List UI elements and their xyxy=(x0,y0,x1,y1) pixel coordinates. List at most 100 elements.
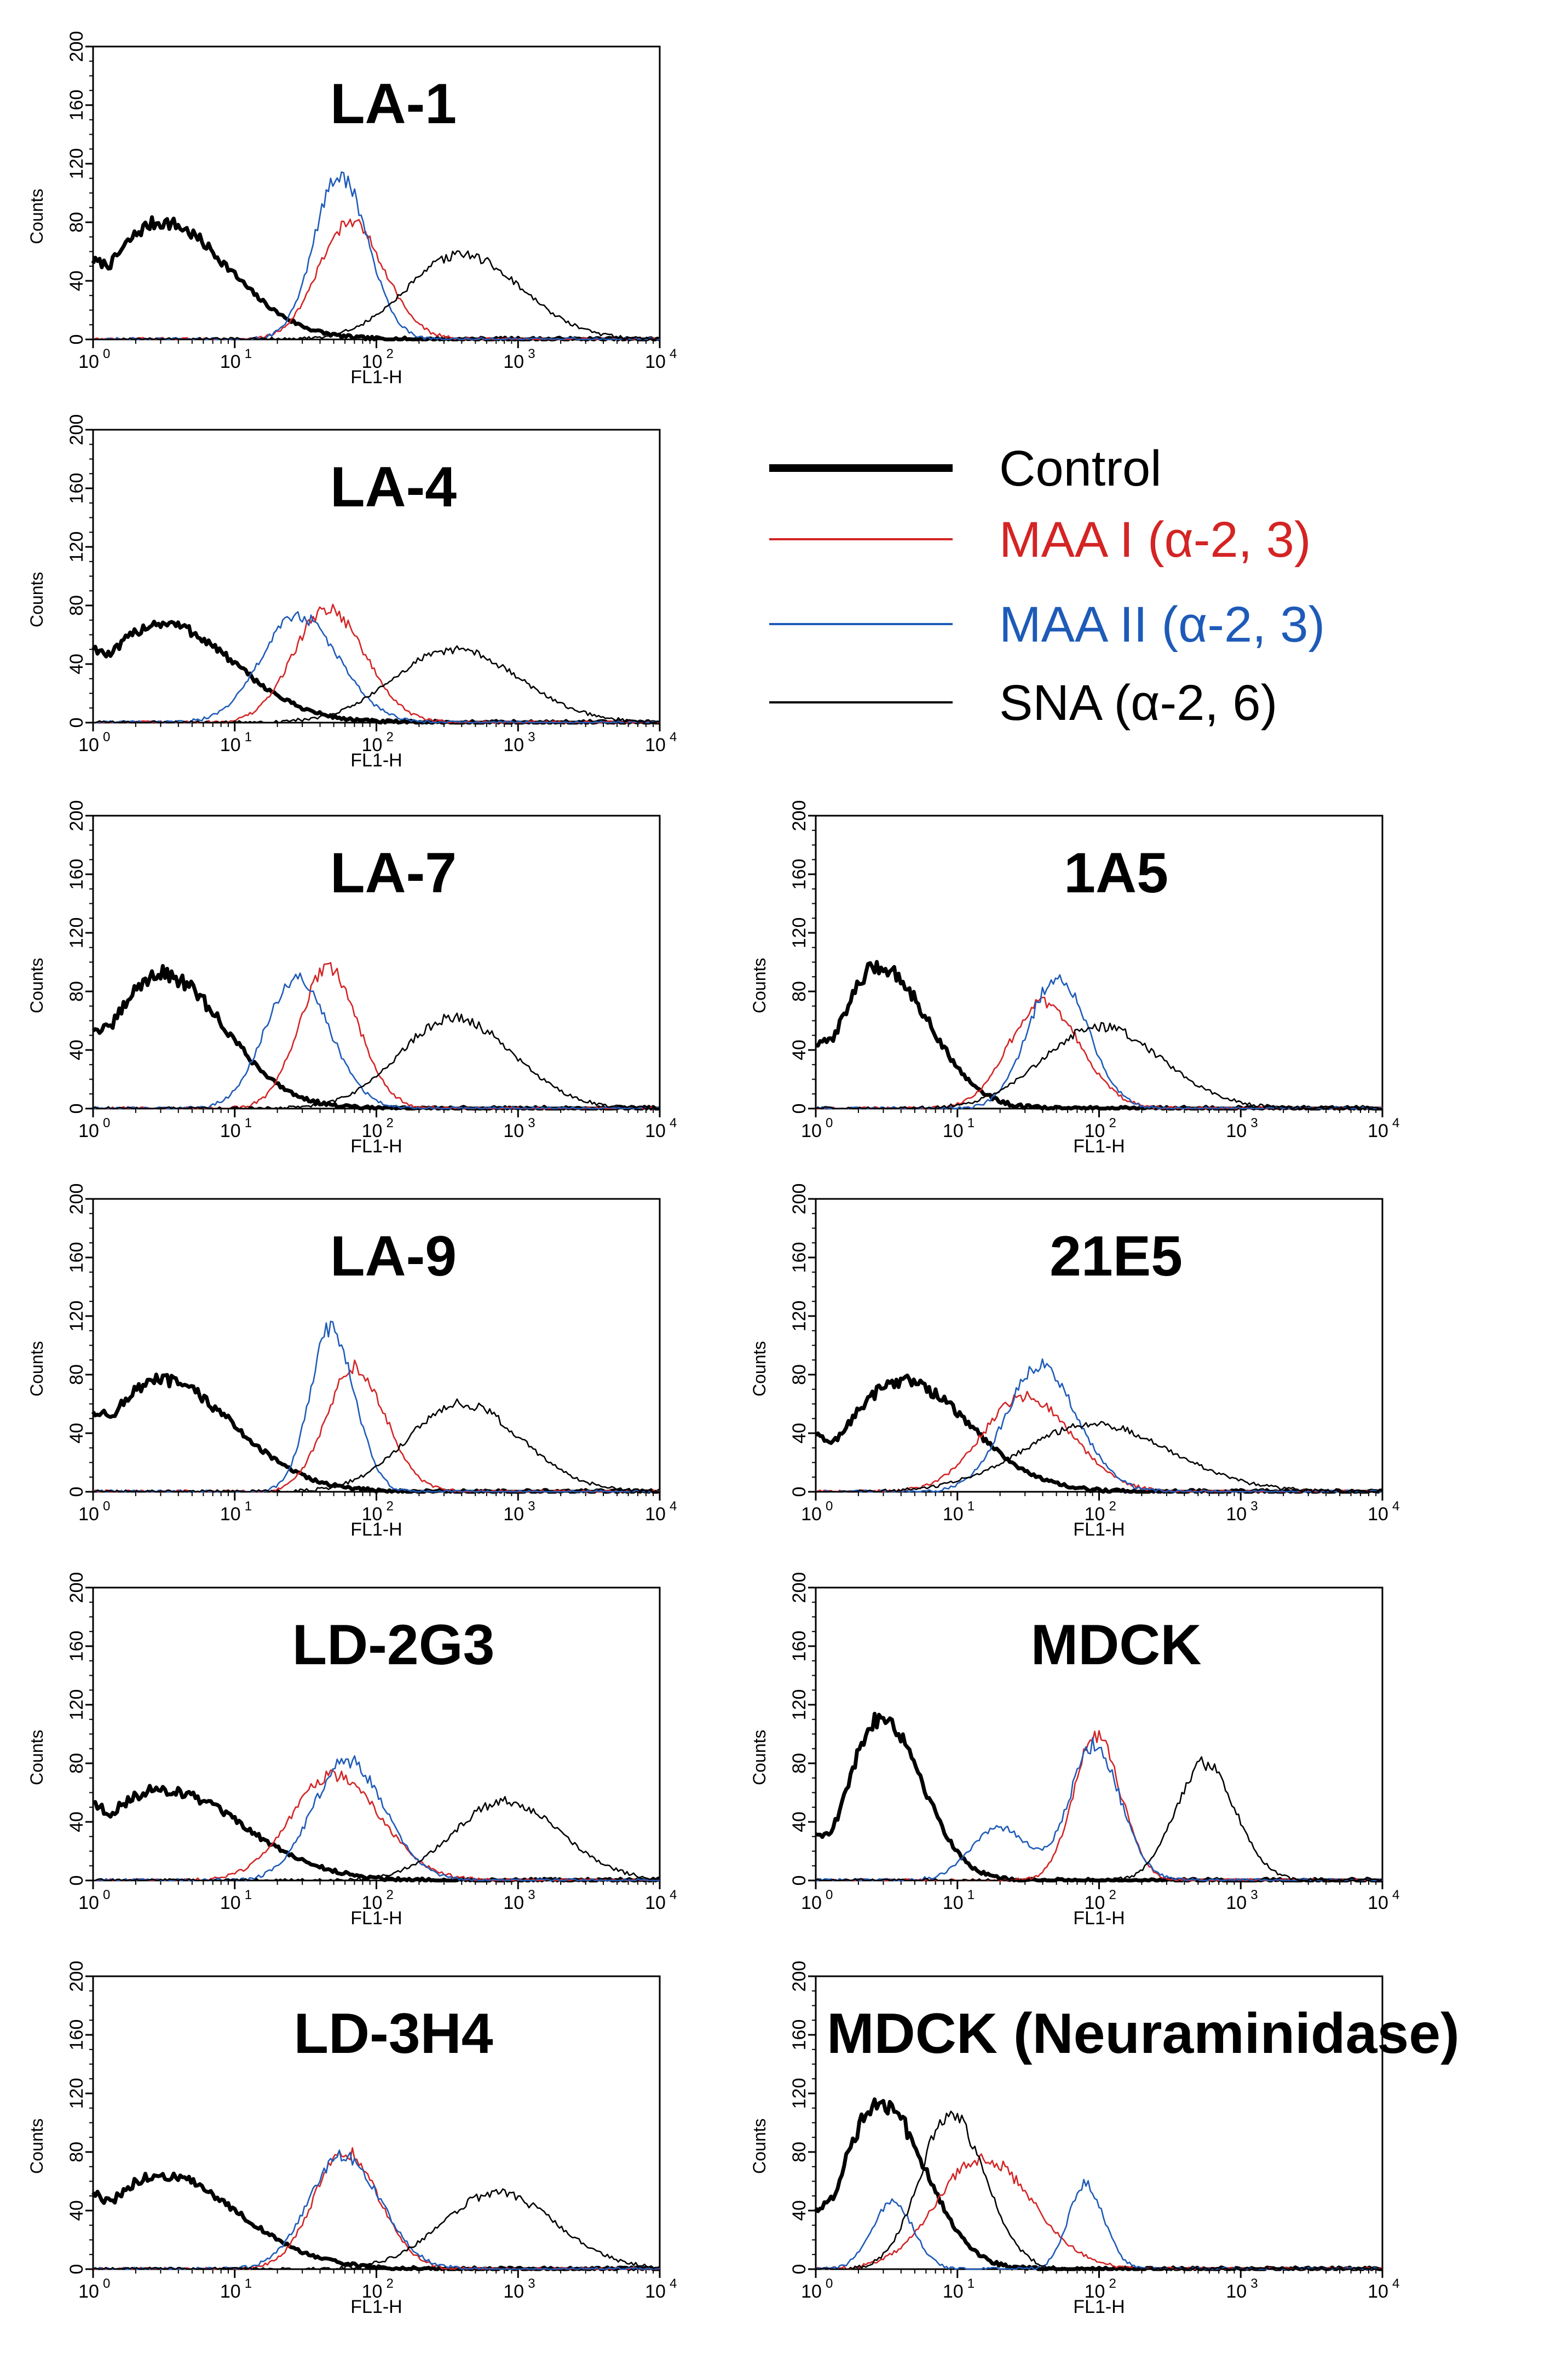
y-tick-label: 160 xyxy=(66,1242,87,1273)
x-tick-label: 10 xyxy=(362,735,383,755)
y-tick-label: 40 xyxy=(66,654,87,674)
y-tick-label: 0 xyxy=(789,2264,810,2275)
y-tick-label: 120 xyxy=(789,1689,810,1721)
x-tick-exponent: 1 xyxy=(967,1499,975,1514)
x-tick-label: 10 xyxy=(503,351,524,372)
panel-la-1: 0 40 80 120 160 200 Counts 10 0 10 1 10 2 10 3 10 4 FL1-H… xyxy=(27,31,677,388)
series-sna-2-6 xyxy=(93,645,660,724)
y-tick-label: 120 xyxy=(66,1689,87,1721)
panel-ld-2g3: 0 40 80 120 160 200 Counts 10 0 10 1 10 2 10 3 10 4 FL1-H… xyxy=(27,1572,677,1929)
x-tick-label: 10 xyxy=(362,351,383,372)
series-maa-ii-2-3 xyxy=(815,1358,1383,1493)
x-tick-label: 10 xyxy=(220,1121,241,1141)
y-axis-label: Counts xyxy=(27,2119,47,2174)
series-maa-ii-2-3 xyxy=(93,2149,660,2270)
series-sna-2-6 xyxy=(816,1421,1383,1493)
x-tick-exponent: 0 xyxy=(103,347,110,361)
panel-title: MDCK xyxy=(1031,1613,1202,1677)
panel-title: MDCK (Neuraminidase) xyxy=(827,2002,1460,2065)
x-tick-label: 10 xyxy=(78,351,99,372)
x-tick-exponent: 3 xyxy=(528,730,535,745)
series-control xyxy=(91,2171,660,2271)
x-tick-label: 10 xyxy=(1368,1504,1388,1525)
x-tick-label: 10 xyxy=(645,351,666,372)
series-maa-ii-2-3 xyxy=(815,974,1383,1110)
x-tick-exponent: 2 xyxy=(387,347,394,361)
x-tick-label: 10 xyxy=(503,1121,524,1141)
y-tick-label: 80 xyxy=(789,2142,810,2162)
x-tick-label: 10 xyxy=(1226,1504,1247,1525)
y-tick-label: 160 xyxy=(66,2020,87,2051)
x-tick-label: 10 xyxy=(78,1893,99,1913)
y-tick-label: 40 xyxy=(66,1423,87,1444)
y-tick-label: 160 xyxy=(66,1631,87,1662)
x-tick-label: 10 xyxy=(220,1504,241,1525)
x-tick-exponent: 0 xyxy=(103,1888,110,1902)
series-maa-ii-2-3 xyxy=(93,972,660,1110)
panel-title: LA-7 xyxy=(330,841,457,905)
x-tick-label: 10 xyxy=(1368,1893,1388,1913)
y-tick-label: 160 xyxy=(789,859,810,890)
y-tick-label: 0 xyxy=(66,1487,87,1497)
y-tick-label: 160 xyxy=(789,1242,810,1273)
y-tick-label: 200 xyxy=(66,1184,87,1215)
y-tick-label: 160 xyxy=(66,90,87,121)
legend-item-sna: SNA (α-2, 6) xyxy=(769,675,1277,731)
series-control xyxy=(814,2097,1382,2271)
panel-title: LA-4 xyxy=(330,455,457,519)
x-tick-label: 10 xyxy=(645,1121,666,1141)
x-tick-exponent: 4 xyxy=(670,730,677,745)
series-control xyxy=(91,215,661,342)
x-axis-label: FL1-H xyxy=(350,2297,402,2317)
x-tick-label: 10 xyxy=(78,1504,99,1525)
y-tick-label: 0 xyxy=(789,1876,810,1886)
y-tick-label: 40 xyxy=(66,270,87,291)
y-tick-label: 120 xyxy=(66,2078,87,2109)
x-tick-label: 10 xyxy=(362,1504,383,1525)
y-tick-label: 200 xyxy=(789,1572,810,1603)
series-control xyxy=(815,960,1382,1111)
y-axis-label: Counts xyxy=(27,189,47,244)
x-axis-label: FL1-H xyxy=(1073,1136,1125,1157)
y-tick-label: 160 xyxy=(789,2020,810,2051)
x-axis-label: FL1-H xyxy=(350,750,402,771)
legend-item-control: Control xyxy=(769,441,1162,497)
y-tick-label: 200 xyxy=(66,414,87,446)
x-tick-exponent: 4 xyxy=(670,2276,677,2291)
panel-title: 1A5 xyxy=(1064,841,1168,905)
y-axis-label: Counts xyxy=(27,1341,47,1397)
series-control xyxy=(92,1784,660,1883)
x-tick-exponent: 3 xyxy=(528,1888,535,1902)
x-tick-exponent: 2 xyxy=(387,1499,394,1514)
panel-la-9: 0 40 80 120 160 200 Counts 10 0 10 1 10 2 10 3 10 4 FL1-H… xyxy=(27,1184,677,1540)
x-axis-label: FL1-H xyxy=(1073,1519,1125,1540)
series-sna-2-6 xyxy=(93,250,660,341)
x-tick-exponent: 1 xyxy=(245,1888,252,1902)
y-tick-label: 120 xyxy=(66,1301,87,1332)
x-tick-exponent: 0 xyxy=(826,1888,833,1902)
legend-label: MAA II (α-2, 3) xyxy=(999,597,1325,653)
x-tick-exponent: 3 xyxy=(1250,1888,1258,1902)
y-tick-label: 200 xyxy=(789,1184,810,1215)
x-tick-label: 10 xyxy=(801,2281,822,2302)
panel-title: LA-9 xyxy=(330,1225,457,1288)
series-maa-i-2-3 xyxy=(93,2147,660,2270)
y-tick-label: 200 xyxy=(66,1961,87,1992)
x-tick-exponent: 2 xyxy=(387,1116,394,1130)
y-axis-label: Counts xyxy=(750,2119,769,2174)
y-tick-label: 80 xyxy=(66,212,87,233)
x-tick-exponent: 0 xyxy=(103,1499,110,1514)
series-maa-ii-2-3 xyxy=(93,1755,660,1882)
y-tick-label: 120 xyxy=(789,1301,810,1332)
x-tick-label: 10 xyxy=(503,1893,524,1913)
x-tick-label: 10 xyxy=(220,735,241,755)
x-tick-exponent: 0 xyxy=(103,2276,110,2291)
y-tick-label: 0 xyxy=(789,1104,810,1114)
x-tick-exponent: 0 xyxy=(826,2276,833,2291)
x-tick-label: 10 xyxy=(362,1893,383,1913)
x-tick-exponent: 2 xyxy=(387,730,394,745)
x-tick-label: 10 xyxy=(1226,2281,1247,2302)
y-tick-label: 0 xyxy=(66,1104,87,1114)
y-axis-label: Counts xyxy=(750,1341,769,1397)
